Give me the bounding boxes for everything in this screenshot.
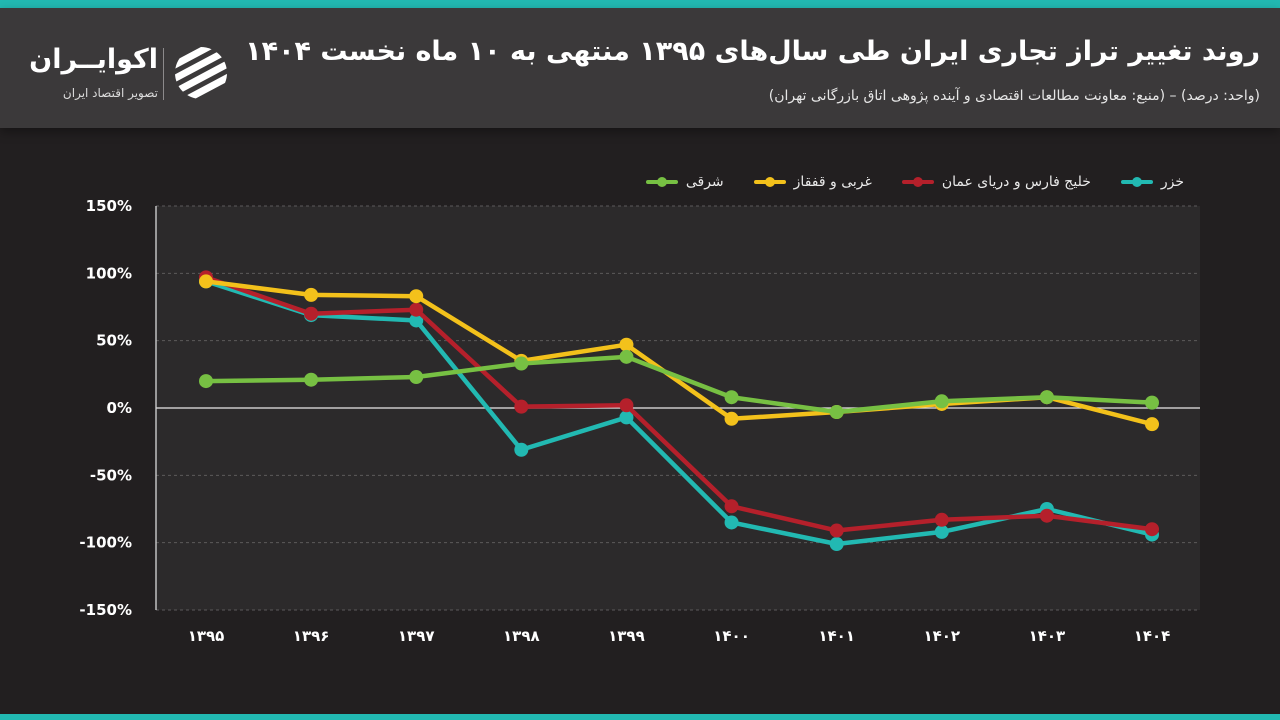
data-point <box>1039 390 1054 405</box>
x-tick-label: ۱۳۹۶ <box>293 627 330 645</box>
y-tick-label: -150% <box>79 601 132 619</box>
data-point <box>514 442 529 457</box>
chart-legend: خزر خلیج فارس و دریای عمان غربی و قفقاز … <box>645 170 1184 194</box>
header: روند تغییر تراز تجاری ایران طی سال‌های ۱… <box>0 8 1280 128</box>
legend-label: خلیج فارس و دریای عمان <box>941 174 1091 190</box>
y-tick-label: 150% <box>86 197 132 215</box>
y-tick-label: -50% <box>90 466 132 484</box>
legend-item-west-caucasus: غربی و قفقاز <box>753 174 872 190</box>
y-tick-label: 0% <box>107 399 132 417</box>
x-tick-label: ۱۴۰۳ <box>1029 627 1066 645</box>
data-point <box>304 372 319 387</box>
data-point <box>934 524 949 539</box>
data-point <box>514 356 529 371</box>
y-tick-label: -100% <box>79 534 132 552</box>
x-tick-label: ۱۳۹۷ <box>398 627 435 645</box>
data-point <box>1145 417 1159 432</box>
legend-swatch-line-icon <box>753 177 786 187</box>
data-point <box>829 537 844 552</box>
data-point <box>724 411 739 426</box>
chart-subtitle: (واحد: درصد) – (منبع: معاونت مطالعات اقت… <box>768 88 1260 104</box>
y-tick-label: 100% <box>86 264 132 282</box>
legend-label: شرقی <box>685 174 724 190</box>
data-point <box>409 302 424 317</box>
data-point <box>724 390 739 405</box>
x-tick-label: ۱۴۰۴ <box>1134 627 1171 645</box>
data-point <box>934 394 949 409</box>
x-tick-label: ۱۳۹۵ <box>188 627 225 645</box>
data-point <box>619 349 634 364</box>
legend-label: خزر <box>1160 174 1184 190</box>
x-tick-label: ۱۴۰۲ <box>923 627 960 645</box>
legend-item-east: شرقی <box>645 174 724 190</box>
data-point <box>619 410 634 425</box>
legend-item-persian-gulf: خلیج فارس و دریای عمان <box>901 174 1091 190</box>
series-line-0 <box>203 279 1155 547</box>
data-point <box>199 374 213 389</box>
data-point <box>724 515 739 530</box>
x-tick-label: ۱۳۹۸ <box>503 627 540 645</box>
logo-tagline: تصویر اقتصاد ایران <box>62 86 158 100</box>
data-point <box>829 523 844 538</box>
data-point <box>409 370 424 385</box>
data-point <box>304 306 319 321</box>
data-point <box>409 313 424 328</box>
legend-label: غربی و قفقاز <box>793 174 872 190</box>
logo-name: اکوایــران <box>29 44 158 75</box>
legend-swatch-line-icon <box>901 177 934 187</box>
data-point <box>1145 395 1159 410</box>
chart-title: روند تغییر تراز تجاری ایران طی سال‌های ۱… <box>245 36 1260 67</box>
data-point <box>619 337 634 352</box>
ecoiran-logo-icon <box>175 47 227 99</box>
data-point <box>619 398 634 413</box>
series-line-3 <box>203 354 1155 415</box>
data-point <box>1039 508 1054 523</box>
data-point <box>514 399 529 414</box>
series-line-1 <box>203 275 1155 533</box>
data-point <box>409 289 424 304</box>
data-point <box>724 499 739 514</box>
y-tick-label: 50% <box>96 332 132 350</box>
x-tick-label: ۱۴۰۰ <box>713 627 750 645</box>
logo-divider <box>163 48 164 100</box>
data-point <box>1145 522 1159 537</box>
data-point <box>934 512 949 527</box>
x-tick-label: ۱۳۹۹ <box>608 627 645 645</box>
bottom-accent-bar <box>0 714 1280 720</box>
legend-swatch-line-icon <box>645 177 678 187</box>
x-tick-label: ۱۴۰۱ <box>818 627 855 645</box>
legend-swatch-line-icon <box>1120 177 1153 187</box>
data-point <box>829 405 844 420</box>
legend-item-khazar: خزر <box>1120 174 1184 190</box>
data-point <box>304 287 319 302</box>
data-point <box>199 274 213 289</box>
top-accent-bar <box>0 0 1280 8</box>
